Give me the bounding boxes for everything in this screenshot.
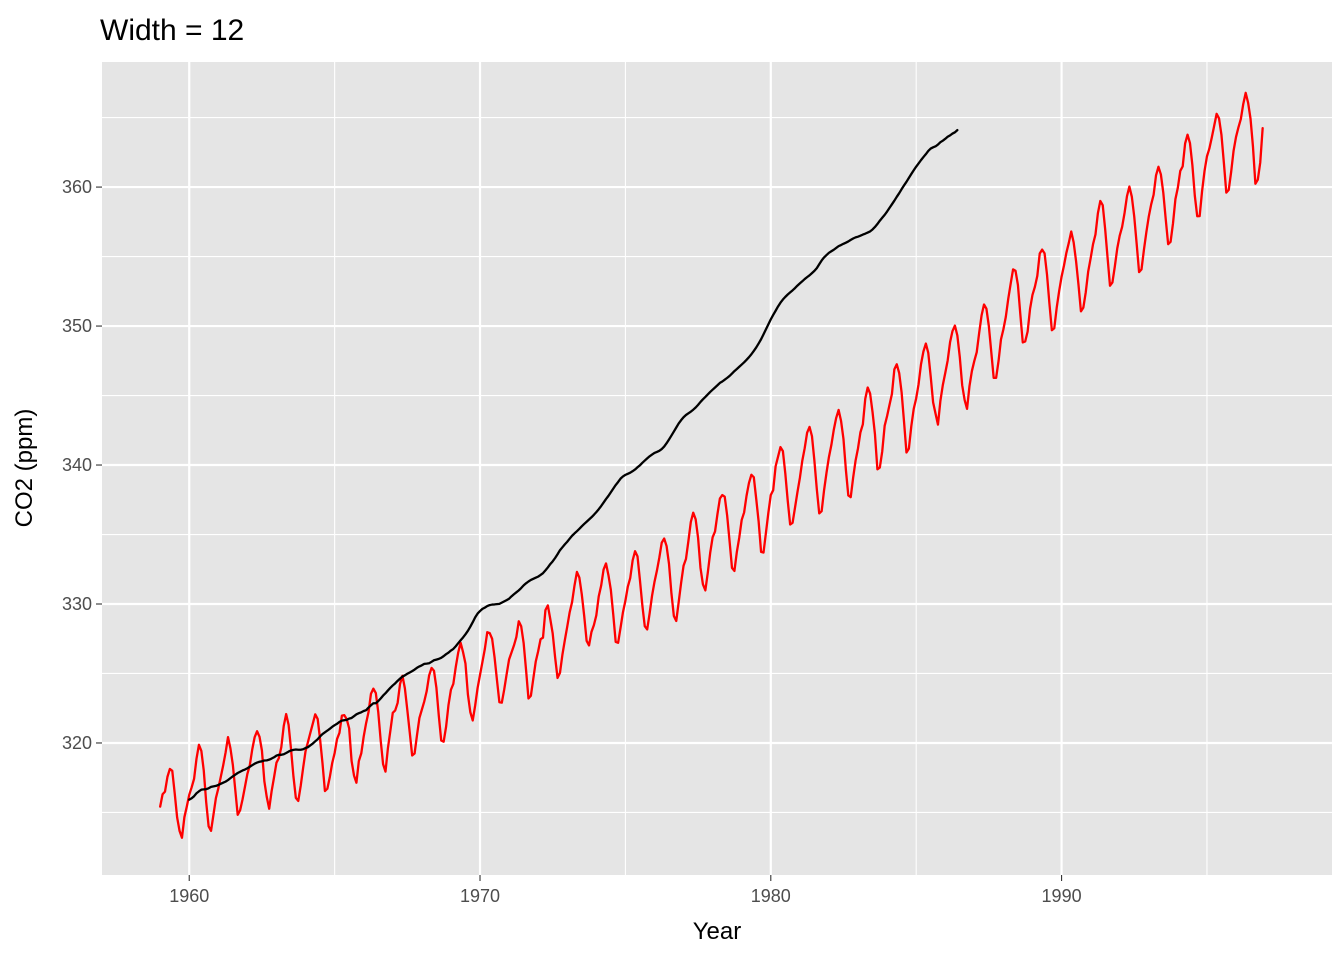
minor-gridlines <box>102 62 1332 875</box>
x-axis: 1960 1970 1980 1990 <box>169 875 1082 906</box>
chart-title: Width = 12 <box>100 14 244 47</box>
y-axis-title: CO2 (ppm) <box>11 409 38 528</box>
y-tick-label: 350 <box>62 316 92 336</box>
co2-moving-average-line <box>188 128 959 801</box>
x-axis-title: Year <box>693 918 742 945</box>
y-tick-label: 320 <box>62 733 92 753</box>
y-axis: 320 330 340 350 360 <box>62 177 102 753</box>
y-tick-label: 340 <box>62 455 92 475</box>
x-tick-label: 1970 <box>460 886 500 906</box>
y-tick-label: 330 <box>62 594 92 614</box>
y-tick-label: 360 <box>62 177 92 197</box>
x-tick-label: 1990 <box>1042 886 1082 906</box>
series-layer <box>159 91 1264 839</box>
co2-monthly-series-line <box>159 91 1264 839</box>
x-tick-label: 1960 <box>169 886 209 906</box>
x-tick-label: 1980 <box>751 886 791 906</box>
